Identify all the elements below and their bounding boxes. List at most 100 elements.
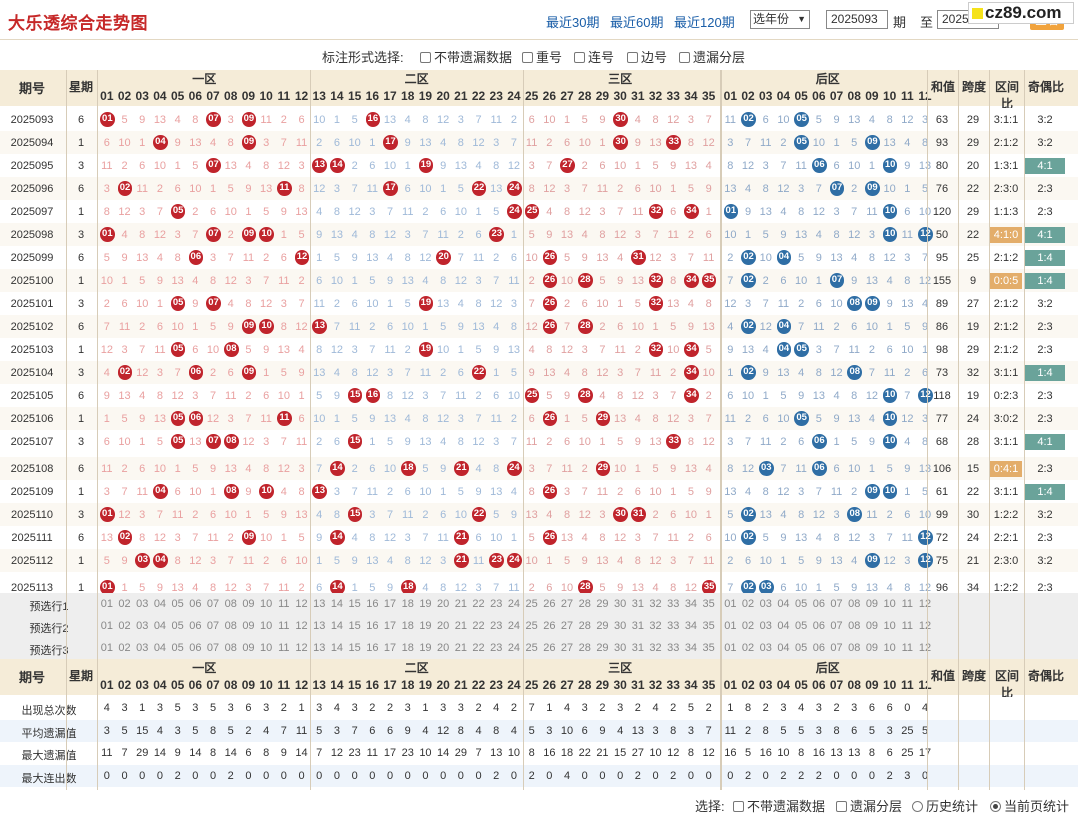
preselect-number[interactable]: 04 (153, 598, 167, 610)
checkbox-icon[interactable] (733, 801, 744, 812)
preselect-number[interactable]: 11 (278, 642, 290, 654)
checkbox-icon[interactable] (574, 52, 585, 63)
preselect-number[interactable]: 28 (578, 620, 591, 632)
option-repeat[interactable]: 重号 (522, 47, 562, 66)
preselect-number[interactable]: 06 (812, 598, 825, 610)
preselect-number[interactable]: 28 (578, 642, 591, 654)
preselect-number[interactable]: 19 (419, 642, 432, 654)
preselect-number[interactable]: 03 (136, 598, 149, 610)
recent-120-link[interactable]: 最近120期 (674, 15, 735, 30)
preselect-number[interactable]: 22 (472, 598, 485, 610)
preselect-number[interactable]: 07 (830, 598, 843, 610)
preselect-number[interactable]: 27 (560, 598, 574, 610)
preselect-number[interactable]: 26 (543, 620, 556, 632)
option-consecutive[interactable]: 连号 (574, 47, 614, 66)
preselect-number[interactable]: 27 (560, 620, 574, 632)
preselect-number[interactable]: 09 (865, 620, 879, 632)
preselect-number[interactable]: 05 (171, 598, 184, 610)
preselect-number[interactable]: 14 (330, 642, 344, 654)
preselect-number[interactable]: 07 (206, 642, 220, 654)
preselect-number[interactable]: 32 (649, 598, 662, 610)
preselect-number[interactable]: 29 (596, 642, 609, 654)
footer-option-current[interactable]: 当前页统计 (990, 796, 1069, 815)
preselect-number[interactable]: 01 (724, 620, 737, 632)
recent-60-link[interactable]: 最近60期 (610, 15, 664, 30)
preselect-number[interactable]: 25 (525, 598, 538, 610)
preselect-number[interactable]: 05 (171, 620, 184, 632)
footer-option-miss-layer[interactable]: 遗漏分层 (836, 796, 902, 815)
preselect-number[interactable]: 17 (383, 620, 397, 632)
preselect-number[interactable]: 02 (118, 598, 131, 610)
preselect-number[interactable]: 05 (171, 642, 184, 654)
preselect-number[interactable]: 04 (777, 642, 790, 654)
preselect-number[interactable]: 17 (383, 642, 397, 654)
preselect-number[interactable]: 13 (313, 620, 326, 632)
preselect-number[interactable]: 19 (419, 620, 432, 632)
preselect-number[interactable]: 10 (260, 642, 273, 654)
preselect-number[interactable]: 02 (741, 620, 755, 632)
preselect-number[interactable]: 23 (490, 598, 503, 610)
preselect-number[interactable]: 18 (401, 620, 414, 632)
preselect-number[interactable]: 10 (260, 598, 273, 610)
preselect-number[interactable]: 13 (313, 642, 326, 654)
preselect-number[interactable]: 04 (777, 620, 790, 632)
checkbox-icon[interactable] (836, 801, 847, 812)
year-select[interactable]: 选年份 ▼ (750, 10, 810, 29)
preselect-number[interactable]: 08 (224, 642, 237, 654)
radio-icon[interactable] (912, 801, 923, 812)
checkbox-icon[interactable] (679, 52, 690, 63)
preselect-number[interactable]: 11 (901, 642, 914, 654)
preselect-number[interactable]: 05 (795, 598, 808, 610)
preselect-number[interactable]: 09 (242, 620, 255, 632)
preselect-number[interactable]: 24 (507, 620, 521, 632)
preselect-number[interactable]: 01 (724, 598, 737, 610)
preselect-number[interactable]: 11 (901, 598, 914, 610)
preselect-number[interactable]: 07 (206, 620, 220, 632)
option-edge[interactable]: 边号 (627, 47, 667, 66)
preselect-number[interactable]: 04 (153, 642, 167, 654)
preselect-number[interactable]: 34 (684, 598, 698, 610)
footer-option-history[interactable]: 历史统计 (912, 796, 978, 815)
preselect-number[interactable]: 09 (865, 642, 879, 654)
preselect-number[interactable]: 21 (454, 620, 467, 632)
preselect-number[interactable]: 35 (702, 642, 715, 654)
preselect-number[interactable]: 05 (795, 642, 808, 654)
preselect-number[interactable]: 14 (330, 598, 344, 610)
preselect-number[interactable]: 04 (153, 620, 167, 632)
preselect-number[interactable]: 01 (100, 598, 113, 610)
preselect-number[interactable]: 09 (242, 642, 255, 654)
preselect-number[interactable]: 03 (136, 620, 149, 632)
preselect-number[interactable]: 25 (525, 642, 538, 654)
preselect-number[interactable]: 07 (830, 620, 843, 632)
preselect-number[interactable]: 20 (437, 642, 450, 654)
preselect-number[interactable]: 21 (454, 642, 467, 654)
preselect-number[interactable]: 23 (490, 620, 503, 632)
preselect-number[interactable]: 15 (348, 620, 361, 632)
preselect-number[interactable]: 31 (631, 620, 644, 632)
preselect-number[interactable]: 30 (614, 642, 627, 654)
preselect-number[interactable]: 10 (260, 620, 273, 632)
preselect-number[interactable]: 18 (401, 642, 414, 654)
radio-selected-icon[interactable] (990, 801, 1001, 812)
preselect-number[interactable]: 33 (667, 642, 680, 654)
preselect-number[interactable]: 11 (901, 620, 914, 632)
option-no-miss[interactable]: 不带遗漏数据 (420, 47, 512, 66)
preselect-number[interactable]: 27 (560, 642, 574, 654)
preselect-number[interactable]: 25 (525, 620, 538, 632)
preselect-number[interactable]: 31 (631, 642, 644, 654)
preselect-number[interactable]: 35 (702, 598, 715, 610)
preselect-number[interactable]: 31 (631, 598, 644, 610)
preselect-number[interactable]: 18 (401, 598, 414, 610)
preselect-number[interactable]: 09 (865, 598, 879, 610)
preselect-number[interactable]: 34 (684, 620, 698, 632)
preselect-number[interactable]: 24 (507, 598, 521, 610)
preselect-number[interactable]: 16 (366, 620, 379, 632)
preselect-number[interactable]: 30 (614, 620, 627, 632)
preselect-number[interactable]: 06 (812, 642, 825, 654)
preselect-number[interactable]: 13 (313, 598, 326, 610)
preselect-number[interactable]: 20 (437, 598, 450, 610)
preselect-number[interactable]: 29 (596, 620, 609, 632)
option-miss-layer[interactable]: 遗漏分层 (679, 47, 745, 66)
preselect-number[interactable]: 22 (472, 620, 485, 632)
preselect-number[interactable]: 32 (649, 642, 662, 654)
